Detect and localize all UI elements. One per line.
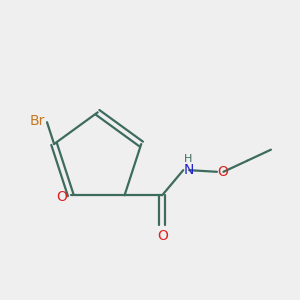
Text: O: O: [157, 229, 168, 243]
Text: N: N: [184, 163, 194, 177]
Text: O: O: [56, 190, 67, 204]
Text: O: O: [218, 165, 229, 179]
Text: Br: Br: [30, 114, 45, 128]
Text: H: H: [184, 154, 192, 164]
